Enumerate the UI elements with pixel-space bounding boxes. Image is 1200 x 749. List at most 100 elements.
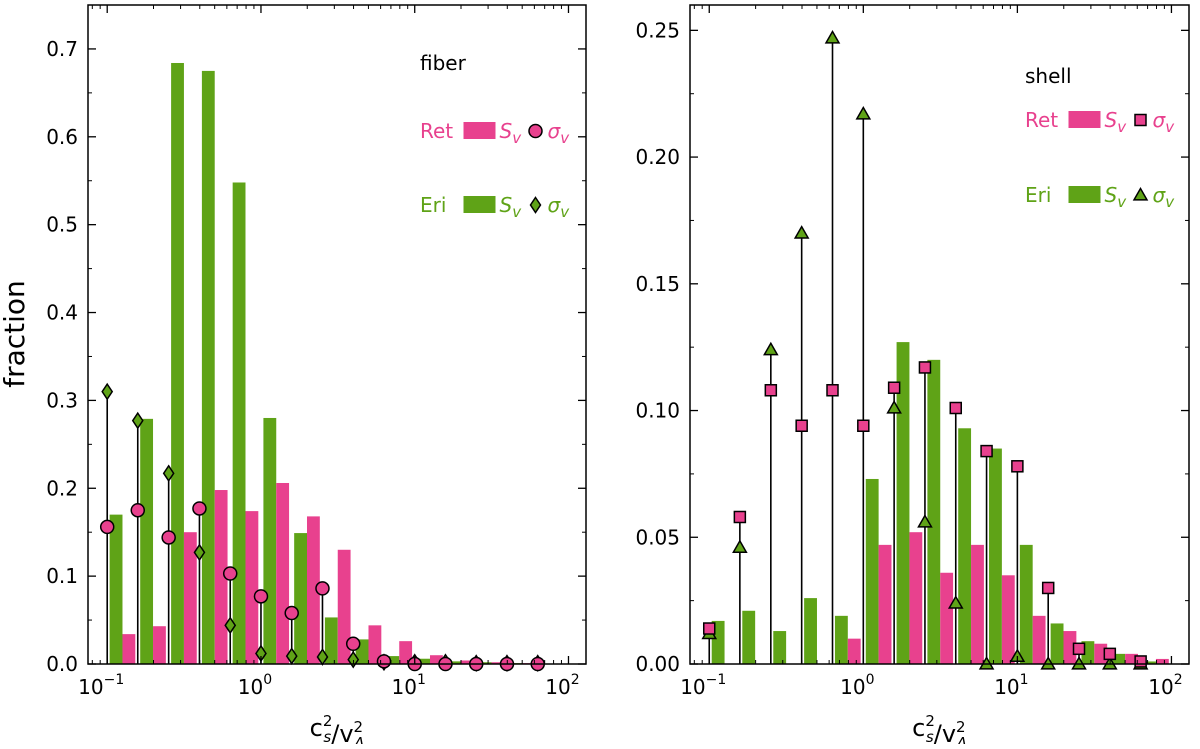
bar-ret	[1001, 575, 1015, 664]
y-tick-label: 0.6	[46, 125, 78, 149]
x-tick-label: 102	[545, 672, 579, 699]
y-tick-label: 0.2	[46, 476, 78, 500]
marker-eri-triangle	[947, 595, 964, 609]
bar-eri	[294, 533, 307, 664]
legend-bar-swatch	[463, 122, 496, 139]
x-tick-label: 101	[392, 672, 426, 699]
bar-ret	[1063, 631, 1077, 664]
bar-ret	[847, 638, 861, 664]
marker-ret-square	[826, 384, 839, 397]
marker-ret-square	[702, 622, 716, 635]
bar-ret	[183, 532, 197, 664]
x-tick-label: 100	[238, 672, 272, 699]
legend-marker-label: σv	[548, 119, 571, 147]
y-tick-label: 0.15	[635, 272, 680, 296]
marker-ret-circle	[161, 530, 176, 545]
bar-eri	[865, 478, 879, 664]
marker-eri-diamond	[162, 464, 175, 483]
y-tick-label: 0.05	[635, 525, 680, 549]
marker-ret-circle	[284, 605, 299, 621]
x-tick-label: 10−1	[78, 672, 124, 699]
y-tick-label: 0.7	[46, 37, 78, 61]
marker-eri-diamond	[224, 616, 237, 635]
marker-ret-circle	[345, 636, 361, 652]
bar-ret	[214, 490, 228, 664]
bar-ret	[122, 634, 136, 664]
legend-bar-label: Sv	[1105, 183, 1128, 211]
bar-eri	[1143, 661, 1156, 664]
marker-ret-square	[1103, 647, 1117, 661]
legend-marker-label: σv	[548, 193, 571, 221]
marker-ret-circle	[130, 502, 146, 518]
marker-eri-triangle	[917, 514, 933, 528]
bar-eri	[263, 417, 277, 664]
bar-ret	[878, 544, 892, 664]
marker-eri-triangle	[855, 105, 872, 120]
legend-entry-eri: Eri Sv σv	[1025, 183, 1175, 211]
legend-bar-label: Sv	[500, 119, 523, 147]
marker-eri-triangle	[824, 29, 841, 44]
marker-ret-square	[918, 361, 932, 374]
marker-ret-square	[857, 419, 870, 432]
x-tick-label: 10−1	[680, 672, 726, 699]
marker-ret-circle	[222, 566, 238, 581]
legend-entry-ret: Ret Sv σv	[420, 119, 570, 147]
bar-eri	[140, 418, 154, 664]
legend-group-label: Eri	[420, 193, 446, 217]
legend-bar-swatch	[1068, 111, 1101, 128]
x-axis-label: c2 s/v2 A	[310, 712, 365, 744]
marker-ret-square	[1041, 581, 1055, 595]
bar-eri	[386, 656, 400, 664]
y-tick-label: 0.4	[46, 301, 78, 325]
y-tick-label: 0.1	[46, 564, 78, 588]
legend-marker-square	[1134, 113, 1147, 127]
y-tick-label: 0.5	[46, 213, 78, 237]
marker-eri-diamond	[193, 543, 206, 562]
legend-bar-swatch	[463, 196, 496, 213]
axes-frame	[689, 4, 1190, 665]
legend-marker-label: σv	[1153, 183, 1176, 211]
legend-marker-diamond	[529, 196, 542, 214]
x-tick-label: 100	[840, 672, 874, 699]
legend-bar-label: Sv	[500, 193, 523, 221]
chart-panel-right: 0.00 0.05 0.10 0.15 0.20 0.25 10−1 100 101 102 c2 s…	[635, 4, 1190, 749]
bar-eri	[742, 610, 756, 664]
y-tick-label: 0.20	[635, 145, 680, 169]
bar-eri	[1112, 653, 1126, 664]
y-tick-label: 0.0	[46, 652, 78, 676]
bar-ret	[153, 626, 166, 664]
bar-eri	[324, 617, 338, 664]
legend-marker-label: σv	[1153, 108, 1176, 136]
marker-ret-square	[980, 444, 993, 458]
bar-ret	[1125, 653, 1138, 664]
legend-entry-eri: Eri Sv σv	[420, 193, 570, 221]
bar-eri	[1019, 544, 1033, 664]
bar-eri	[201, 70, 215, 664]
bar-eri	[1050, 623, 1064, 664]
x-tick-label: 102	[1148, 672, 1182, 699]
marker-ret-circle	[192, 501, 207, 516]
bar-ret	[368, 625, 382, 664]
bar-eri	[958, 428, 972, 664]
marker-ret-square	[949, 401, 963, 415]
panel-annotation: shell	[1025, 64, 1072, 88]
bar-ret	[491, 662, 505, 664]
x-axis-label: c2 s/v2 A	[912, 712, 967, 744]
bar-ret	[971, 544, 984, 664]
marker-eri-triangle	[793, 225, 810, 239]
marker-ret-square	[887, 381, 901, 394]
bar-ret	[399, 641, 413, 664]
legend-marker-circle	[528, 123, 543, 139]
legend-group-label: Ret	[1025, 108, 1058, 132]
marker-ret-square	[795, 419, 808, 432]
bar-eri	[804, 598, 817, 664]
marker-ret-square	[764, 384, 778, 397]
bar-ret	[460, 660, 474, 664]
y-tick-label: 0.00	[635, 652, 680, 676]
bar-ret	[940, 572, 954, 664]
bar-eri	[773, 631, 787, 664]
marker-ret-square	[1072, 642, 1086, 656]
y-tick-label: 0.25	[635, 18, 680, 42]
bar-eri	[232, 182, 246, 664]
